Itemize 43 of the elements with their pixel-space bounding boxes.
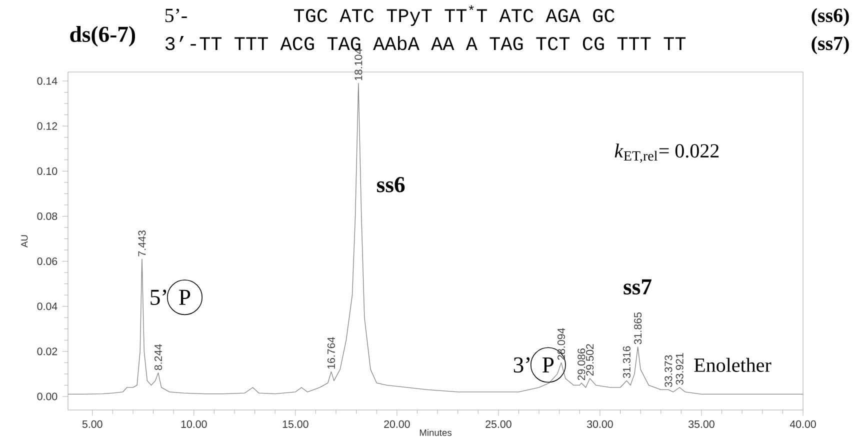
x-tick-label: 5.00 (82, 420, 102, 428)
annotation: P (542, 358, 554, 372)
x-axis-title: Minutes (420, 429, 452, 436)
annotation: 33.921 (676, 353, 684, 385)
annotation: 8.244 (154, 344, 162, 370)
text: (ss6) (812, 8, 849, 26)
annotation: 29.086 (578, 348, 586, 380)
text: 3’-TT TTT ACG TAG AAbA AA A TAG TCT CG TTT TT (165, 36, 686, 50)
annotation: ss7 (624, 279, 652, 295)
annotation: 33.373 (664, 355, 672, 388)
text: (ss7) (812, 36, 849, 54)
annotation: 5’ (150, 290, 166, 305)
text: 5’- (165, 8, 187, 22)
y-tick-label: 0.08 (37, 212, 58, 220)
annotation: 16.764 (327, 337, 335, 369)
x-tick-label: 15.00 (282, 420, 308, 428)
annotation: 7.443 (138, 230, 146, 256)
y-tick-label: 0.04 (37, 302, 58, 310)
annotation: k$_{ET,rel}$= 0.022 (614, 144, 719, 163)
y-tick-label: 0.14 (37, 77, 58, 85)
annotation: 28.094 (557, 328, 566, 360)
x-tick-label: 10.00 (181, 420, 207, 428)
x-tick-label: 25.00 (486, 420, 512, 428)
annotation: 3’ (514, 357, 530, 373)
annotation: 29.502 (586, 344, 594, 376)
x-tick-label: 30.00 (587, 420, 613, 428)
annotation: Enolether (694, 358, 772, 372)
x-tick-label: 20.00 (384, 420, 410, 428)
y-tick-label: 0.12 (37, 122, 58, 130)
x-tick-label: 35.00 (688, 420, 714, 428)
text: TGC ATC TPyT TT$^{*}$T ATC AGA GC (294, 5, 614, 26)
annotation: ss6 (377, 177, 405, 192)
y-tick-label: 0.02 (37, 348, 58, 356)
chart-title: ds(6-7) (70, 26, 136, 47)
x-tick-label: 40.00 (790, 420, 816, 428)
annotation: 31.316 (622, 346, 630, 378)
annotation: 18.104 (354, 48, 362, 80)
y-tick-label: 0.06 (37, 258, 58, 266)
y-axis-title: AU (21, 235, 28, 248)
annotation: 31.865 (634, 312, 642, 344)
annotation: P (179, 290, 190, 305)
y-tick-label: 0.10 (37, 167, 58, 175)
y-tick-label: 0.00 (37, 392, 58, 400)
